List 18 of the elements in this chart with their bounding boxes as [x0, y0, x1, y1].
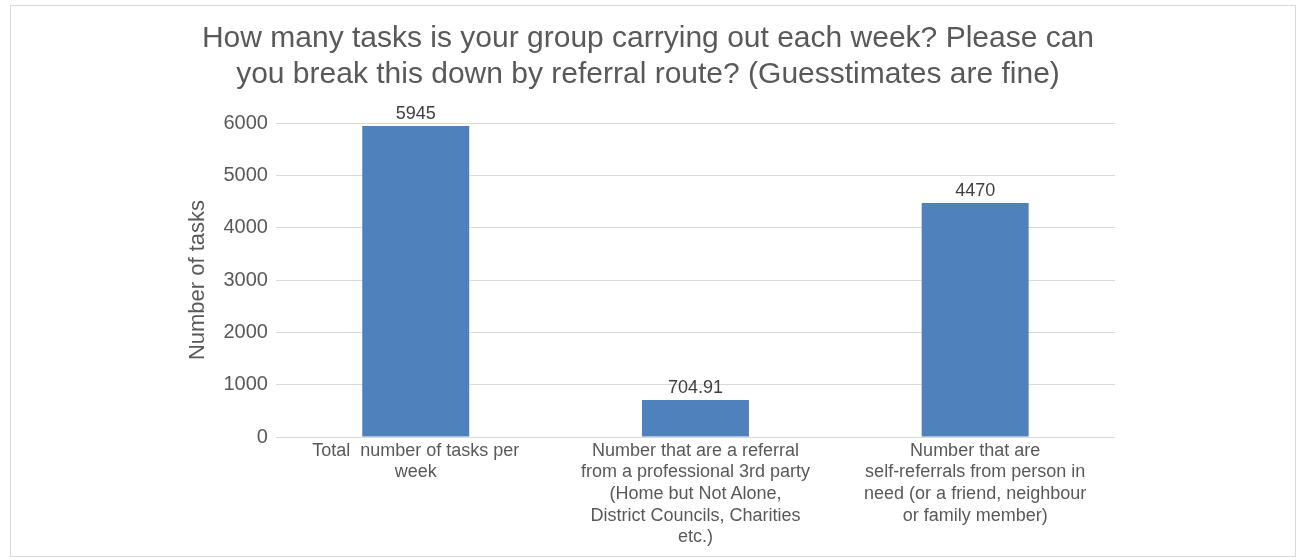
data-label: 5945	[395, 102, 436, 123]
y-tick-label: 4000	[223, 215, 268, 238]
y-tick-label: 3000	[223, 267, 268, 290]
y-tick-label: 6000	[223, 110, 268, 133]
data-label: 704.91	[667, 377, 723, 398]
bar	[921, 203, 1029, 437]
bar	[641, 400, 749, 437]
x-tick-label: Number that are a referral from a professional 3rd party (Home but Not Alone, District Councils, Charities etc.)	[580, 439, 810, 547]
x-tick-label: Number that are self-referrals from person in need (or a friend, neighbour or family member)	[864, 439, 1087, 525]
x-tick-label: Total number of tasks per week	[312, 439, 520, 482]
bar	[362, 125, 470, 437]
y-tick-label: 2000	[223, 319, 268, 342]
chart-title: How many tasks is your group carrying out each week? Please can you break this down by referral route? (Guesstimates are fine)	[201, 20, 1095, 90]
y-tick-label: 0	[256, 424, 268, 447]
y-tick-label: 1000	[223, 372, 268, 395]
y-tick-label: 5000	[223, 162, 268, 185]
data-label: 4470	[955, 180, 996, 201]
y-axis-title: Number of tasks	[184, 199, 210, 361]
